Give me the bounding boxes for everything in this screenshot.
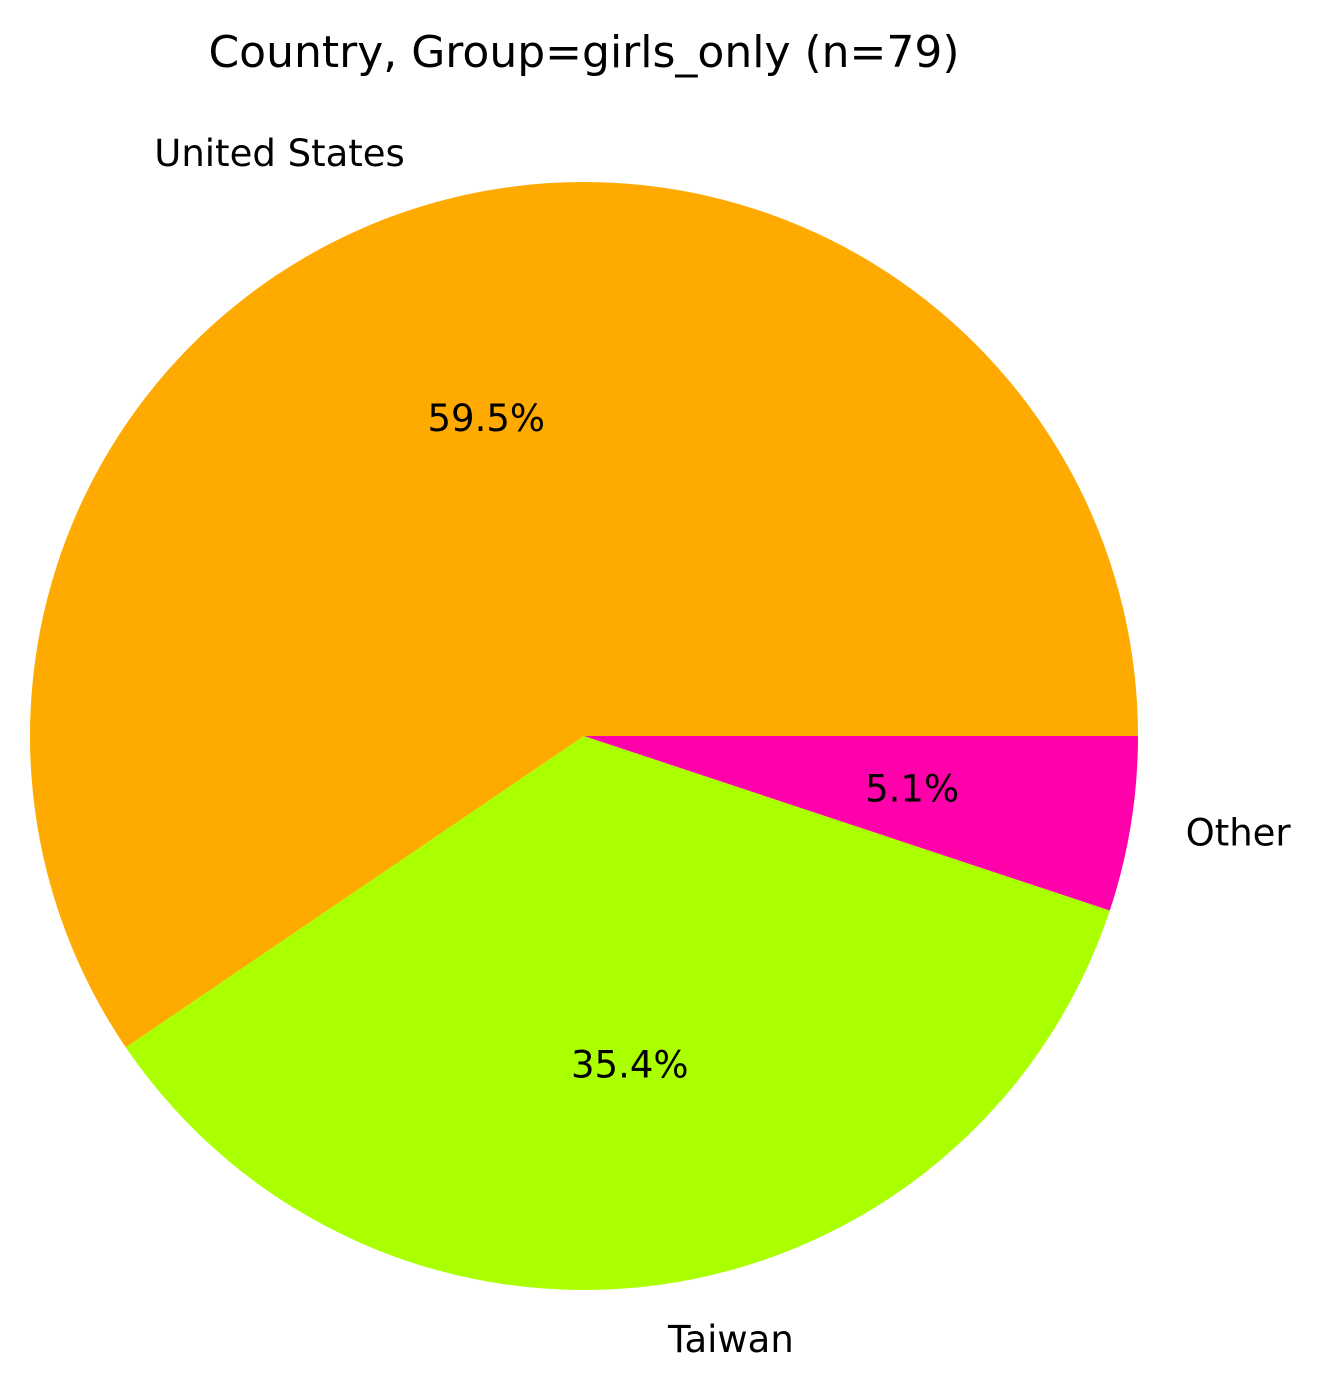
pie-slice-other xyxy=(584,736,1138,911)
chart-title: Country, Group=girls_only (n=79) xyxy=(208,27,959,78)
pct-label-united-states: 59.5% xyxy=(427,397,545,440)
pct-label-other: 5.1% xyxy=(865,768,959,811)
pct-label-taiwan: 35.4% xyxy=(571,1044,689,1087)
slice-label-other: Other xyxy=(1186,812,1292,855)
slice-label-united-states: United States xyxy=(154,132,405,175)
pie-slices xyxy=(29,181,1139,1290)
pie-slice-united-states xyxy=(29,181,1139,1048)
pie-slice-taiwan xyxy=(125,736,1110,1290)
pie-labels: 59.5% United States 35.4% Taiwan 5.1% Other xyxy=(154,132,1291,1361)
slice-label-taiwan: Taiwan xyxy=(667,1318,794,1361)
